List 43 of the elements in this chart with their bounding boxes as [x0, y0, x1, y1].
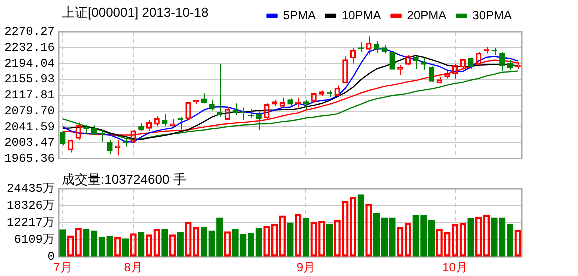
legend-label: 20PMA [407, 8, 447, 22]
y-tick-label: 2232.16 [4, 41, 55, 56]
candlestick [209, 99, 215, 112]
x-tick-label: 10月 [442, 260, 468, 275]
y-tick-label: 2003.47 [4, 136, 55, 150]
candlestick [421, 57, 427, 71]
y-tick-label: 2194.04 [4, 56, 55, 71]
y-tick-label: 2155.93 [4, 72, 55, 87]
y-tick-label: 24435万 [6, 182, 55, 196]
y-tick-label: 0 [48, 250, 55, 264]
x-tick-label: 8月 [124, 260, 143, 275]
x-tick-label: 9月 [296, 260, 316, 275]
y-tick-label: 18326万 [6, 199, 55, 214]
chart-title: 上证[000001] 2013-10-18 [62, 4, 209, 22]
candlestick [374, 40, 380, 54]
candlestick [382, 44, 388, 54]
legend-label: 10PMA [342, 8, 382, 22]
y-tick-label: 2041.59 [4, 120, 55, 134]
candlestick [428, 66, 435, 82]
x-tick-label: 7月 [54, 260, 72, 275]
y-tick-label: 2117.81 [4, 88, 55, 103]
candlestick [91, 125, 98, 136]
legend-label: 30PMA [472, 8, 512, 22]
candlestick [468, 57, 474, 70]
candlestick [107, 140, 113, 154]
candlestick [162, 114, 168, 127]
candlestick [303, 99, 310, 110]
candlestick [178, 116, 184, 130]
candlestick [138, 122, 144, 132]
candlestick [256, 110, 262, 131]
candlestick [288, 98, 294, 108]
candlestick [390, 50, 396, 70]
y-tick-label: 6109万 [14, 233, 55, 248]
legend-label: 5PMA [283, 8, 316, 22]
y-tick-label: 12217万 [6, 216, 55, 230]
y-tick-label: 2270.27 [4, 25, 55, 40]
candlestick [413, 56, 419, 70]
candlestick [201, 93, 208, 104]
y-tick-label: 2079.70 [4, 104, 55, 118]
candlestick [60, 130, 66, 146]
chart-title: 成交量:103724600 手 [62, 171, 186, 189]
candlestick [232, 103, 238, 116]
y-tick-label: 1965.36 [4, 152, 55, 166]
